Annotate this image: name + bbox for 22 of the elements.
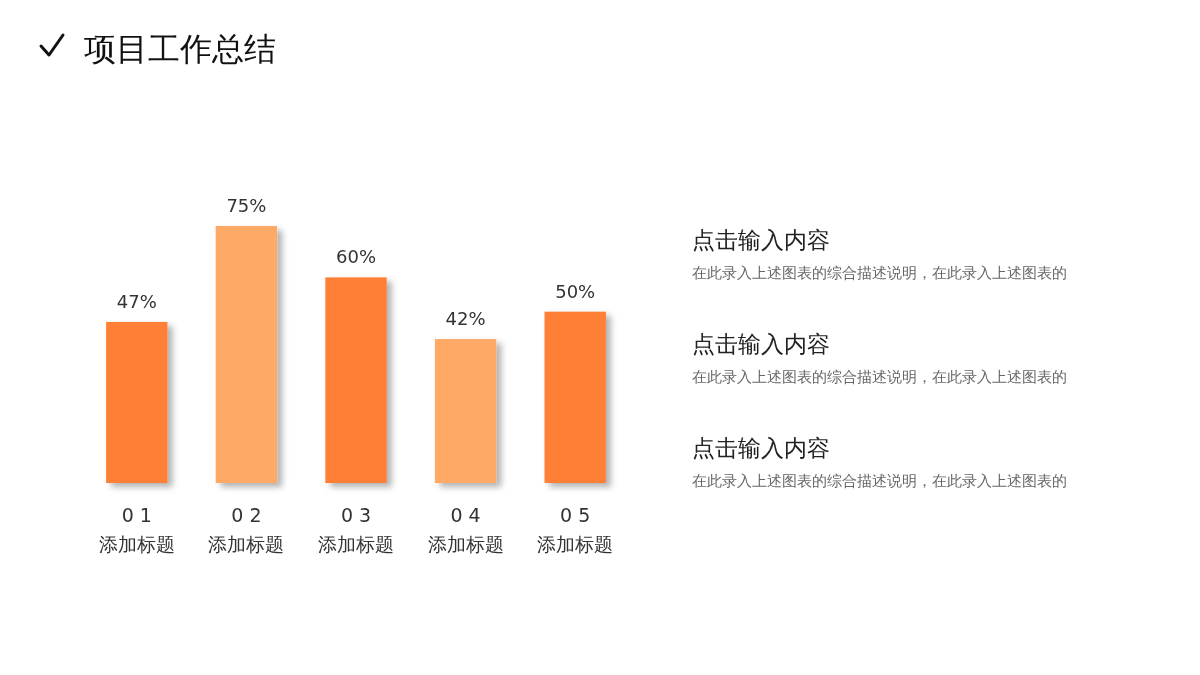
data-label: 50%	[555, 280, 596, 302]
data-label: 60%	[335, 246, 377, 268]
bar	[434, 339, 497, 483]
x-tick-label: 0 3 添加标题	[318, 504, 394, 555]
bar	[215, 226, 278, 483]
text: 点击输入内容	[692, 227, 830, 253]
x-tick-label: 0 1 添加标题	[98, 504, 175, 555]
chart-title: 项目工作总结	[84, 30, 276, 68]
text: 点击输入内容	[692, 331, 830, 357]
data-label: 42%	[445, 308, 486, 330]
x-tick-label: 0 2 添加标题	[208, 504, 285, 555]
x-tick-label: 0 4 添加标题	[427, 504, 504, 555]
data-label: 47%	[116, 290, 157, 312]
bar	[106, 321, 168, 483]
text: 在此录入上述图表的综合描述说明，在此录入上述图表的	[692, 264, 1067, 282]
text: 点击输入内容	[692, 435, 830, 461]
bar	[325, 277, 387, 483]
data-label: 75%	[226, 195, 267, 216]
bar	[544, 311, 606, 483]
text: 在此录入上述图表的综合描述说明，在此录入上述图表的	[692, 472, 1067, 490]
text: 在此录入上述图表的综合描述说明，在此录入上述图表的	[692, 368, 1067, 386]
x-tick-label: 0 5 添加标题	[537, 504, 614, 555]
